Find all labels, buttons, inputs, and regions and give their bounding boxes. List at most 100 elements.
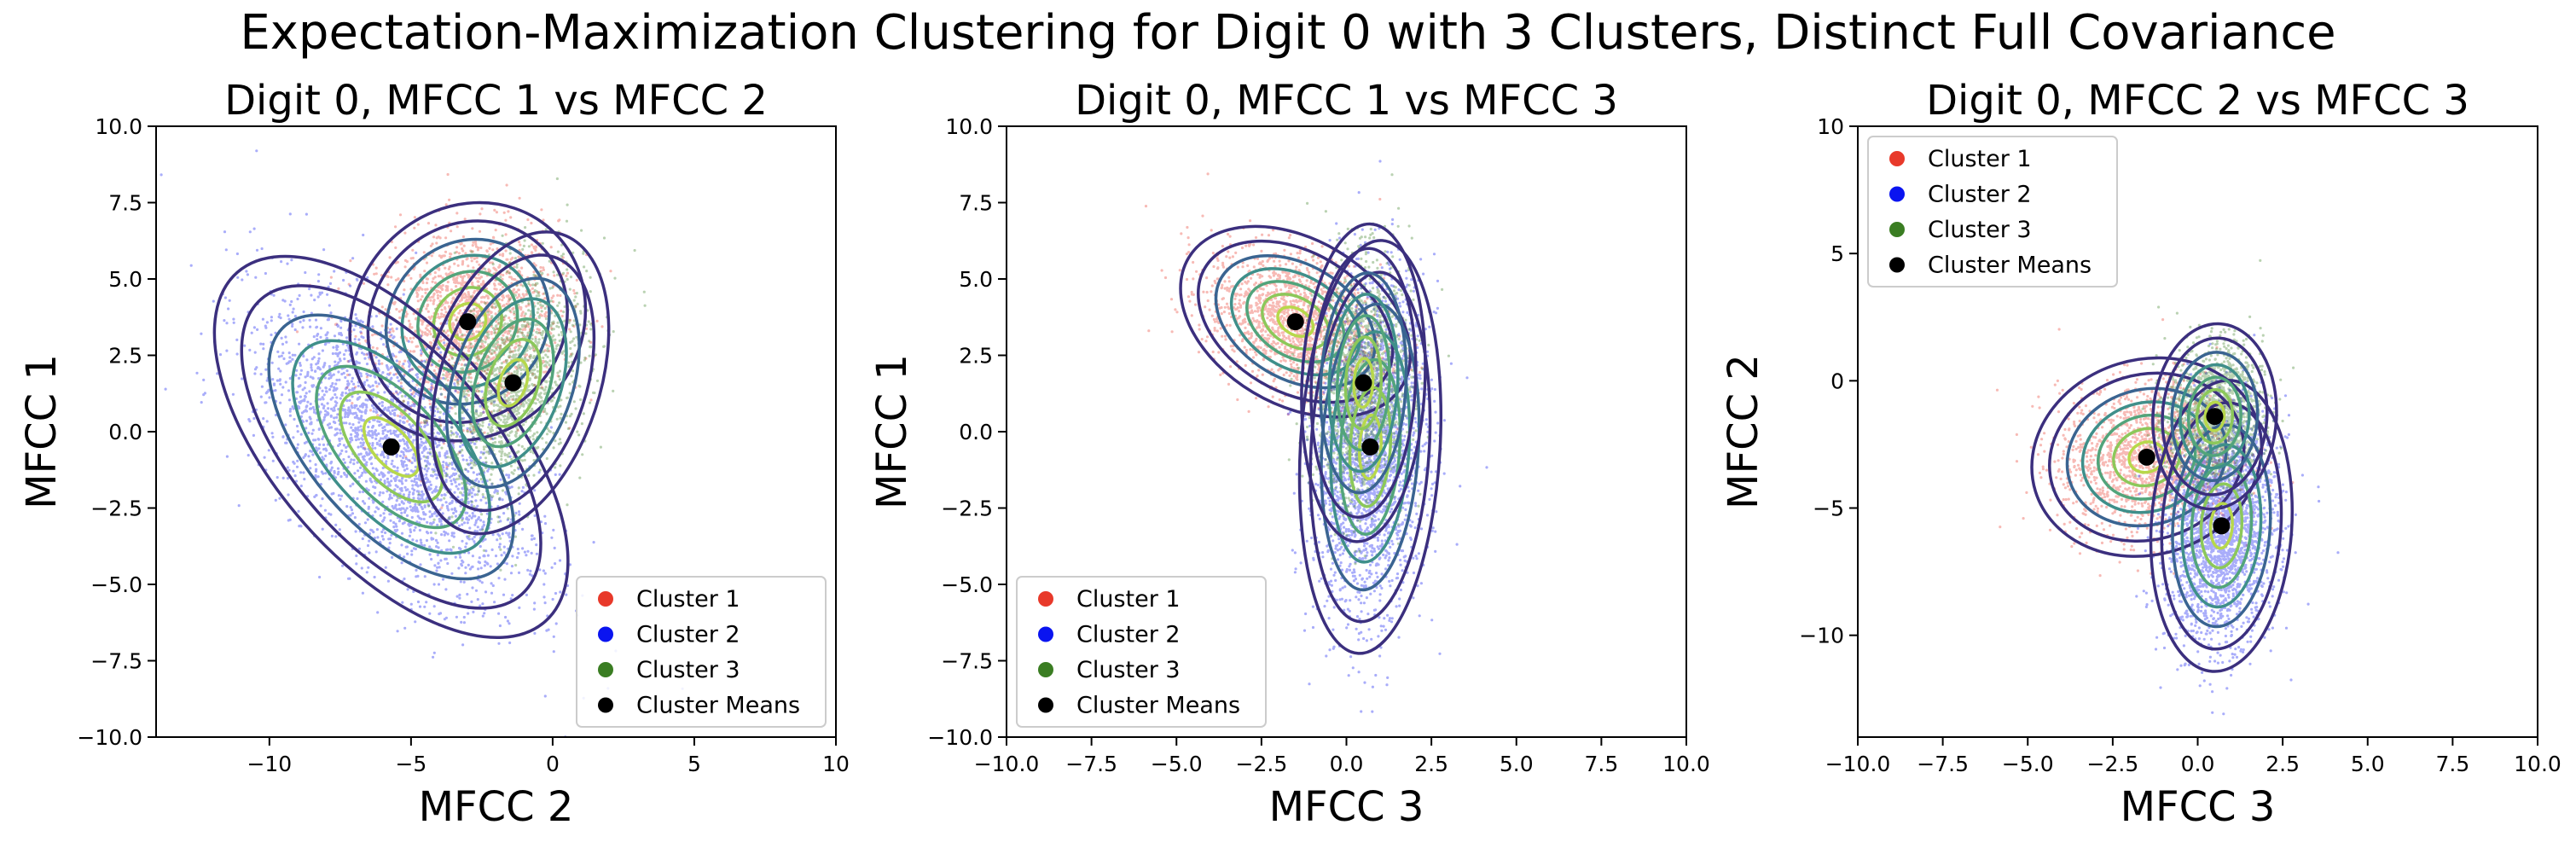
plot-area: [1144, 160, 1488, 713]
y-tick-label: −7.5: [90, 649, 142, 674]
y-tick-label: 0: [1830, 369, 1844, 393]
cluster-3-contour: [2203, 400, 2226, 433]
y-tick-label: −2.5: [941, 497, 993, 521]
legend-label-3: Cluster 3: [1928, 217, 2032, 243]
cluster-1-contour: [2065, 386, 2228, 528]
x-tick-label: 2.5: [2266, 752, 2300, 776]
x-tick-label: −10: [247, 752, 292, 776]
legend-label-4: Cluster Means: [1928, 253, 2092, 279]
cluster-3-contour: [415, 230, 611, 536]
y-axis-label: MFCC 1: [18, 354, 66, 509]
cluster-1-contour: [416, 270, 519, 374]
cluster-3-contour: [1309, 247, 1418, 519]
cluster-3-contour: [430, 253, 596, 513]
y-tick-label: 7.5: [959, 191, 993, 216]
legend-marker-2: [1038, 626, 1053, 642]
cluster-3-contour: [496, 357, 530, 408]
cluster-3-contour: [2151, 322, 2278, 511]
y-tick-label: −10: [1799, 624, 1844, 648]
x-tick-label: 0.0: [2181, 752, 2215, 776]
x-tick-label: 7.5: [2435, 752, 2469, 776]
legend: Cluster 1 Cluster 2 Cluster 3 Cluster Means: [1867, 136, 2118, 288]
x-axis-label: MFCC 3: [2121, 783, 2276, 831]
cluster-2-contour: [1320, 302, 1421, 592]
cluster-3-contour: [1335, 314, 1391, 452]
cluster-2-mean-point: [382, 438, 400, 456]
cluster-2-contour: [2171, 423, 2272, 629]
cluster-2-contour: [1329, 330, 1412, 564]
legend-label-4: Cluster Means: [1076, 693, 1240, 719]
contours: [212, 200, 611, 640]
y-tick-label: 0.0: [959, 420, 993, 444]
legend-marker-1: [598, 591, 613, 607]
x-tick-label: 0: [546, 752, 560, 776]
cluster-3-mean-point: [2206, 408, 2224, 426]
x-tick-label: 7.5: [1584, 752, 1618, 776]
panel-title: Digit 0, MFCC 1 vs MFCC 2: [224, 77, 768, 125]
cluster-2-contour: [1297, 239, 1443, 655]
cluster-2-mean-point: [1361, 438, 1379, 456]
cluster-2-contour: [2180, 443, 2263, 609]
y-tick-label: −7.5: [941, 649, 993, 674]
legend-marker-3: [1889, 222, 1905, 237]
legend-box: [1867, 136, 2118, 288]
x-tick-label: 10.0: [2514, 752, 2561, 776]
panel-title: Digit 0, MFCC 1 vs MFCC 3: [1075, 77, 1618, 125]
y-axis-label: MFCC 2: [1720, 354, 1767, 509]
y-axis-label: MFCC 1: [868, 354, 916, 509]
cluster-2-contour: [1357, 413, 1383, 480]
cluster-1-contour: [348, 200, 588, 443]
cluster-1-mean-point: [2138, 448, 2155, 466]
x-tick-label: −7.5: [1917, 752, 1969, 776]
panel-3: −10.0 −7.5 −5.0 −2.5 0.0 2.5 5.0 7.5 10.0 −10 −5 0 5…: [1720, 77, 2561, 831]
cluster-3-contour: [444, 276, 581, 489]
cluster-2-contour: [315, 364, 468, 530]
cluster-3-contour: [2179, 363, 2251, 470]
legend-marker-3: [598, 662, 613, 677]
x-axis-label: MFCC 3: [1269, 783, 1424, 831]
legend-label-2: Cluster 2: [636, 622, 740, 648]
x-tick-label: −2.5: [1236, 752, 1288, 776]
x-tick-label: −7.5: [1065, 752, 1117, 776]
legend-marker-2: [1889, 186, 1905, 202]
x-axis-label: MFCC 2: [419, 783, 574, 831]
cluster-1-contour: [1179, 224, 1413, 419]
x-tick-label: 5: [688, 752, 701, 776]
contours: [1179, 222, 1443, 655]
y-tick-label: −5: [1813, 497, 1844, 521]
y-tick-label: 5.0: [108, 267, 142, 292]
cluster-2-contour: [2199, 482, 2244, 570]
y-tick-label: 2.5: [108, 344, 142, 369]
legend-marker-4: [1038, 697, 1053, 713]
cluster-2-contour: [291, 339, 491, 555]
cluster-1-contour: [1276, 305, 1315, 339]
x-tick-label: 5.0: [2351, 752, 2385, 776]
x-tick-label: −5.0: [1151, 752, 1203, 776]
cluster-3-contour: [458, 297, 568, 469]
cluster-3-contour: [1300, 222, 1427, 543]
panel-title: Digit 0, MFCC 2 vs MFCC 3: [1926, 77, 2469, 125]
x-tick-label: −5.0: [2002, 752, 2054, 776]
y-tick-label: −10.0: [927, 725, 993, 750]
cluster-3-mean-point: [1355, 374, 1372, 392]
cluster-1-mean-point: [459, 313, 477, 331]
cluster-2-contour: [240, 284, 542, 610]
legend-marker-1: [1038, 591, 1053, 607]
cluster-1-contour: [400, 253, 536, 390]
legend-box: [1016, 576, 1267, 728]
x-tick-label: −10.0: [1825, 752, 1891, 776]
legend-label-1: Cluster 1: [1928, 146, 2032, 172]
cluster-3-mean-point: [504, 374, 522, 392]
figure-suptitle: Expectation-Maximization Clustering for …: [240, 5, 2336, 61]
cluster-2-contour: [2149, 378, 2295, 673]
y-tick-label: 0.0: [108, 420, 142, 444]
y-tick-label: 10: [1817, 114, 1844, 139]
panel-2: −10.0 −7.5 −5.0 −2.5 0.0 2.5 5.0 7.5 10.0 −10.0 −7…: [868, 77, 1710, 831]
legend-label-3: Cluster 3: [636, 657, 740, 683]
legend-marker-1: [1889, 151, 1905, 166]
y-tick-label: −5.0: [90, 572, 142, 597]
cluster-3-contour: [1352, 357, 1375, 409]
cluster-3-contour: [1319, 271, 1408, 495]
x-tick-label: 10: [822, 752, 850, 776]
